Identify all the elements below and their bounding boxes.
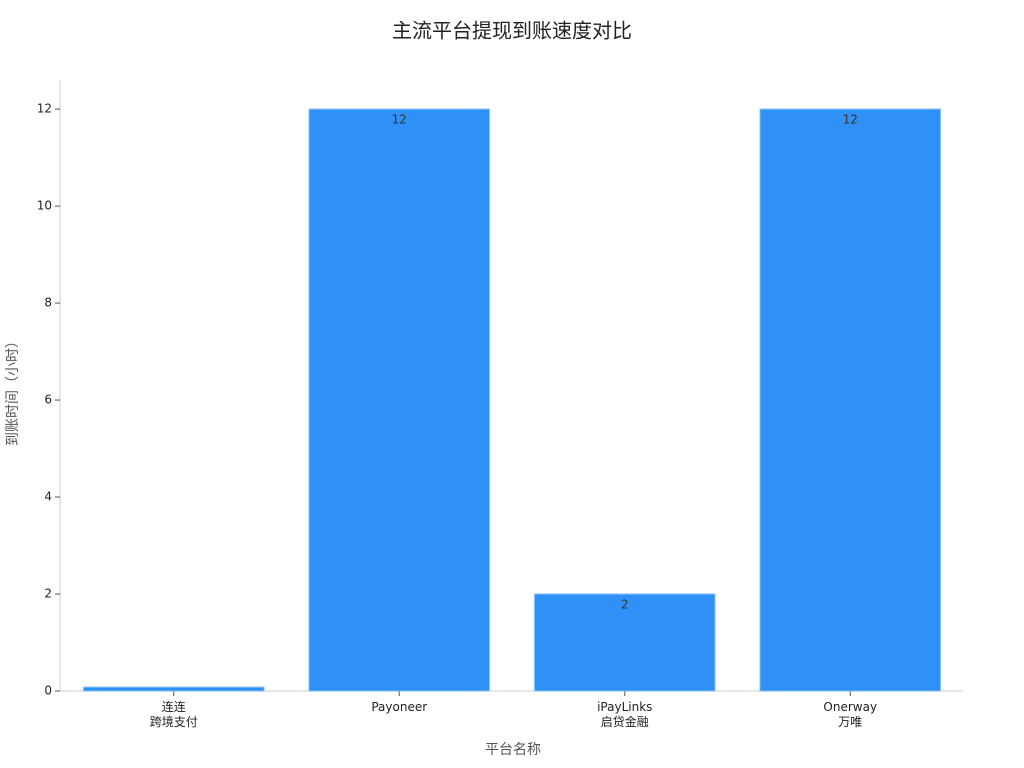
- x-tick-label: Onerway 万唯: [823, 700, 878, 729]
- x-tick-label: Payoneer: [371, 700, 428, 714]
- bar: [308, 108, 490, 692]
- y-tick-label: 4: [44, 490, 52, 504]
- y-tick-label: 8: [44, 296, 52, 310]
- bar: [534, 593, 716, 692]
- x-tick-label: 连连 跨境支付: [149, 700, 198, 729]
- y-axis-label: 到账时间（小时）: [5, 334, 21, 446]
- y-tick-label: 10: [37, 199, 52, 213]
- x-tick-label: iPayLinks 启贷金融: [597, 700, 653, 729]
- y-tick-label: 2: [44, 587, 52, 601]
- chart-title: 主流平台提现到账速度对比: [392, 19, 632, 43]
- bar: [83, 686, 265, 692]
- data-label: 2: [621, 598, 629, 612]
- y-tick-label: 12: [37, 102, 52, 116]
- bar: [759, 108, 941, 692]
- y-tick-label: 6: [44, 393, 52, 407]
- data-label: 12: [843, 113, 858, 127]
- data-label: 12: [392, 113, 407, 127]
- x-axis-label: 平台名称: [485, 742, 541, 758]
- y-tick-label: 0: [44, 684, 52, 698]
